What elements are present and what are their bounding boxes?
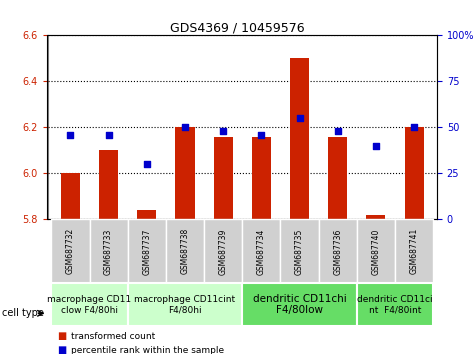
Text: dendritic CD11ci
nt  F4/80int: dendritic CD11ci nt F4/80int: [357, 295, 433, 314]
FancyBboxPatch shape: [357, 219, 395, 283]
Text: macrophage CD11cint
F4/80hi: macrophage CD11cint F4/80hi: [134, 295, 236, 314]
Point: [143, 161, 151, 167]
Bar: [366, 215, 385, 219]
FancyBboxPatch shape: [280, 219, 319, 283]
Bar: [175, 127, 195, 219]
FancyBboxPatch shape: [242, 283, 357, 326]
Bar: [61, 173, 80, 219]
FancyBboxPatch shape: [357, 283, 433, 326]
Point: [181, 125, 189, 130]
Text: GSM687735: GSM687735: [295, 228, 304, 275]
FancyBboxPatch shape: [51, 283, 128, 326]
Text: transformed count: transformed count: [71, 332, 155, 341]
Bar: [99, 150, 118, 219]
Text: GSM687741: GSM687741: [409, 228, 418, 274]
Point: [372, 143, 380, 149]
Point: [296, 115, 304, 121]
Text: macrophage CD11
clow F4/80hi: macrophage CD11 clow F4/80hi: [48, 295, 132, 314]
FancyBboxPatch shape: [242, 219, 280, 283]
Bar: [328, 137, 347, 219]
Text: percentile rank within the sample: percentile rank within the sample: [71, 346, 224, 354]
Point: [410, 125, 418, 130]
Text: GSM687736: GSM687736: [333, 228, 342, 275]
FancyBboxPatch shape: [128, 283, 242, 326]
FancyBboxPatch shape: [128, 219, 166, 283]
Bar: [252, 137, 271, 219]
Point: [66, 132, 74, 138]
Text: dendritic CD11chi
F4/80low: dendritic CD11chi F4/80low: [253, 293, 346, 315]
Point: [257, 132, 265, 138]
Text: GSM687737: GSM687737: [142, 228, 151, 275]
Text: cell type: cell type: [2, 308, 44, 318]
Text: GSM687733: GSM687733: [104, 228, 113, 275]
Text: GSM687738: GSM687738: [180, 228, 190, 274]
Text: GSM687734: GSM687734: [257, 228, 266, 275]
Point: [105, 132, 113, 138]
Bar: [405, 127, 424, 219]
FancyBboxPatch shape: [89, 219, 128, 283]
Text: GDS4369 / 10459576: GDS4369 / 10459576: [170, 21, 305, 34]
FancyBboxPatch shape: [51, 219, 89, 283]
FancyBboxPatch shape: [204, 219, 242, 283]
Bar: [214, 137, 233, 219]
Bar: [137, 210, 156, 219]
FancyBboxPatch shape: [319, 219, 357, 283]
Point: [219, 128, 227, 134]
Text: GSM687740: GSM687740: [371, 228, 380, 275]
Bar: [290, 58, 309, 219]
Text: GSM687732: GSM687732: [66, 228, 75, 274]
Text: ■: ■: [57, 346, 66, 354]
FancyBboxPatch shape: [395, 219, 433, 283]
Text: ■: ■: [57, 331, 66, 341]
FancyBboxPatch shape: [166, 219, 204, 283]
Text: GSM687739: GSM687739: [218, 228, 228, 275]
Point: [334, 128, 342, 134]
